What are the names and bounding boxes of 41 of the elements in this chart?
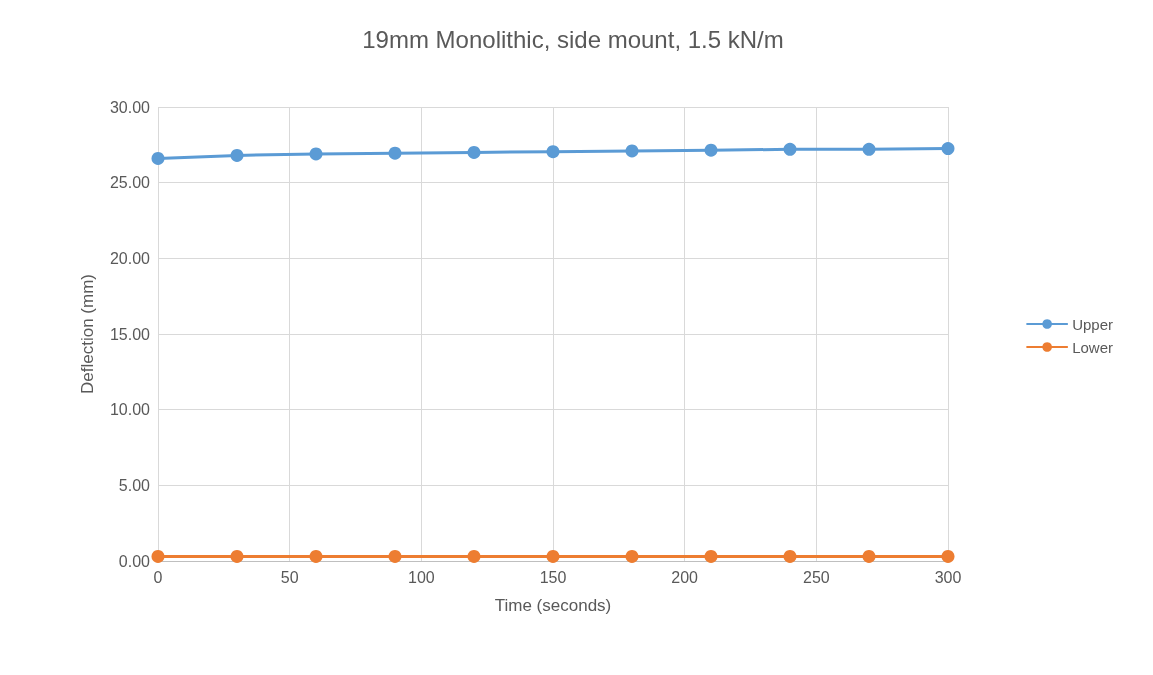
point [309, 147, 323, 161]
point [467, 549, 481, 563]
y-tick-label: 15.00 [109, 325, 151, 343]
point [388, 549, 402, 563]
y-tick-label: 5.00 [118, 476, 151, 494]
point [704, 143, 718, 157]
point [862, 549, 876, 563]
point [546, 549, 560, 563]
x-tick-label: 250 [802, 568, 830, 586]
point [151, 151, 165, 165]
point [309, 549, 323, 563]
x-tick-label: 0 [153, 568, 163, 586]
y-tick-label: 30.00 [109, 98, 151, 116]
point [704, 549, 718, 563]
point [625, 549, 639, 563]
point [230, 148, 244, 162]
y-tick-label: 0.00 [118, 552, 151, 570]
point [941, 549, 955, 563]
x-tick-label: 50 [280, 568, 299, 586]
point [941, 142, 955, 156]
y-tick-label: 10.00 [109, 401, 151, 419]
chart-title: 19mm Monolithic, side mount, 1.5 kN/m [362, 25, 784, 53]
x-tick-label: 300 [934, 568, 962, 586]
x-tick-label: 200 [671, 568, 699, 586]
y-tick-label: 25.00 [109, 174, 151, 192]
point [625, 144, 639, 158]
x-axis-title: Time (seconds) [494, 596, 612, 615]
point [862, 142, 876, 156]
y-tick-label: 20.00 [109, 249, 151, 267]
point [783, 142, 797, 156]
y-axis-title: Deflection (mm) [78, 274, 97, 394]
legend-label: Upper [1072, 315, 1113, 333]
x-tick-label: 150 [539, 568, 567, 586]
point [546, 145, 560, 159]
point [388, 146, 402, 160]
point [230, 549, 244, 563]
point [151, 549, 165, 563]
x-tick-label: 100 [407, 568, 435, 586]
point [783, 549, 797, 563]
legend-label: Lower [1072, 338, 1113, 356]
point [467, 145, 481, 159]
